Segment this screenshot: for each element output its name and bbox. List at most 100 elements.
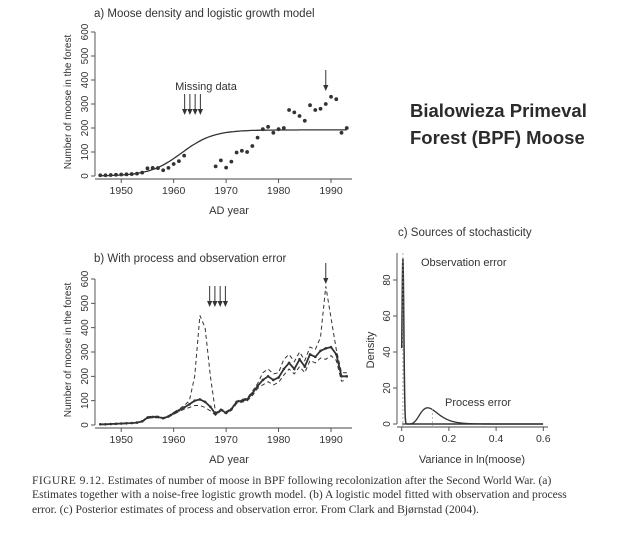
- panel-b-data-point: [172, 412, 175, 415]
- panel-b-data-point: [214, 412, 217, 416]
- panel-b-missing-data-arrow-head: [212, 301, 218, 307]
- panel-b-data-point: [177, 409, 181, 412]
- panel-b-data-point: [104, 422, 107, 426]
- panel-a-data-point: [171, 162, 176, 166]
- panel-b-data-point: [251, 392, 254, 395]
- panel-a-data-point: [229, 159, 234, 164]
- panel-a-y-axis-label: Number of moose in the forest: [63, 35, 74, 170]
- panel-c-x-tick-label: 0.4: [489, 433, 504, 445]
- panel-a-data-point: [313, 108, 318, 112]
- panel-a-highlight-arrow-head: [323, 85, 329, 91]
- panel-a-missing-data-arrow-head: [192, 109, 198, 115]
- panel-a-data-point: [329, 94, 333, 99]
- panel-a-data-point: [234, 150, 239, 155]
- panel-a-data-point: [245, 150, 250, 154]
- panel-a-data-point: [150, 165, 155, 170]
- panel-b-data-point: [188, 403, 191, 406]
- panel-a-y-tick-label: 100: [80, 143, 91, 160]
- panel-a-data-point: [135, 171, 139, 176]
- panel-b-y-tick-label: 400: [80, 319, 91, 336]
- panel-b-x-tick-label: 1960: [162, 434, 186, 446]
- panel-b-data-point: [135, 421, 139, 424]
- panel-a-missing-data-arrow-head: [197, 109, 203, 115]
- panel-b-data-point: [109, 422, 113, 426]
- panel-b-x-tick-label: 1950: [110, 434, 134, 446]
- caption-figure-number: FIGURE 9.12.: [32, 474, 105, 487]
- panel-b-y-tick-label: 600: [80, 270, 91, 287]
- panel-b-data-point: [151, 415, 154, 419]
- panel-b-series-line-2: [100, 354, 347, 425]
- panel-a-title: a) Moose density and logistic growth mod…: [94, 8, 315, 20]
- panel-b-data-point: [319, 349, 322, 353]
- panel-a-x-axis-label: AD year: [209, 205, 249, 217]
- panel-a-x-tick-label: 1950: [110, 185, 134, 197]
- panel-b-missing-data-arrow-head: [222, 301, 228, 307]
- panel-a-data-point: [334, 97, 339, 102]
- panel-b-data-point: [345, 375, 349, 378]
- panel-b-data-point: [235, 400, 238, 404]
- panel-a-data-point: [318, 106, 323, 111]
- panel-c-axes: 0 0.2 0.4 0.6 0 20 40 60 80: [382, 253, 551, 445]
- panel-a-y-tick-label: 200: [80, 119, 91, 136]
- panel-b-y-tick-label: 500: [80, 295, 91, 312]
- panel-b-data-point: [156, 415, 160, 419]
- panel-c-x-tick-label: 0.6: [536, 433, 551, 445]
- panel-a-data-point: [255, 135, 260, 140]
- panel-b-data-point: [272, 378, 275, 382]
- panel-c-x-axis-label: Variance in ln(moose): [419, 454, 525, 466]
- panel-c-title: c) Sources of stochasticity: [398, 227, 532, 239]
- panel-b-data-point: [167, 415, 170, 418]
- panel-a-data-point: [224, 165, 229, 170]
- panel-a-data-point: [161, 168, 166, 173]
- panel-a-data-point: [98, 173, 103, 178]
- panel-c-y-tick-label: 60: [382, 310, 393, 322]
- panel-a-data-point: [156, 166, 160, 170]
- panel-b-missing-data-arrow-head: [217, 301, 223, 307]
- panel-a-data-point: [218, 158, 223, 163]
- panel-b-series-line-0: [100, 346, 347, 426]
- panel-b-data-point: [193, 399, 196, 402]
- panel-a-axes: 1950 1960 1970 1980 1990 0 100 200 300 400 500 600: [80, 23, 352, 197]
- panel-b-data-point: [308, 353, 312, 356]
- panel-b-data-point: [261, 378, 265, 382]
- panel-a-data-point: [140, 170, 145, 175]
- panel-b-chart: b) With process and observation error 19…: [63, 253, 352, 466]
- side-title: Bialowieza Primeval Forest (BPF) Moose: [410, 97, 623, 151]
- panel-a-data-point: [260, 127, 265, 132]
- panel-b-data-point: [293, 367, 296, 371]
- panel-a-data-point: [103, 173, 108, 178]
- panel-b-y-axis-label: Number of moose in the forest: [63, 283, 74, 418]
- panel-a-data-point: [297, 114, 302, 118]
- panel-c-y-axis-label: Density: [365, 331, 377, 368]
- panel-c-process-error-line: [402, 407, 544, 425]
- panel-c-x-tick-label: 0.2: [442, 433, 457, 445]
- panel-c-process-error-label: Process error: [445, 397, 511, 409]
- panel-a-missing-data-label: Missing data: [175, 81, 238, 93]
- panel-b-data-point: [146, 416, 149, 420]
- panel-c-x-tick-label: 0: [399, 433, 405, 445]
- panel-a-chart: a) Moose density and logistic growth mod…: [63, 8, 352, 217]
- panel-b-highlight-arrow-head: [323, 278, 329, 284]
- panel-b-data-point: [340, 375, 343, 378]
- panel-b-data-point: [313, 355, 317, 359]
- panel-a-data-point: [281, 126, 286, 130]
- panel-c-y-tick-label: 40: [382, 346, 393, 358]
- panel-c-y-tick-label: 0: [382, 421, 393, 427]
- panel-b-data-point: [282, 367, 286, 371]
- panel-b-x-axis-label: AD year: [209, 454, 249, 466]
- panel-b-data-point: [219, 408, 223, 412]
- caption-text: Estimates of number of moose in BPF foll…: [32, 474, 567, 516]
- panel-b-data-point: [182, 406, 186, 409]
- side-title-line-2: Forest (BPF) Moose: [410, 127, 585, 148]
- panel-a-data-point: [166, 165, 171, 170]
- panel-b-x-tick-label: 1970: [214, 434, 238, 446]
- panel-a-data-point: [213, 164, 218, 169]
- panel-b-data-point: [329, 345, 333, 349]
- panel-a-y-tick-label: 300: [80, 95, 91, 112]
- panel-a-y-tick-label: 0: [80, 173, 91, 179]
- panel-b-data-point: [334, 353, 338, 356]
- panel-a-y-tick-label: 600: [80, 23, 91, 40]
- panel-a-x-tick-label: 1990: [319, 185, 343, 197]
- panel-b-data-point: [277, 376, 280, 379]
- panel-b-y-tick-label: 300: [80, 343, 91, 360]
